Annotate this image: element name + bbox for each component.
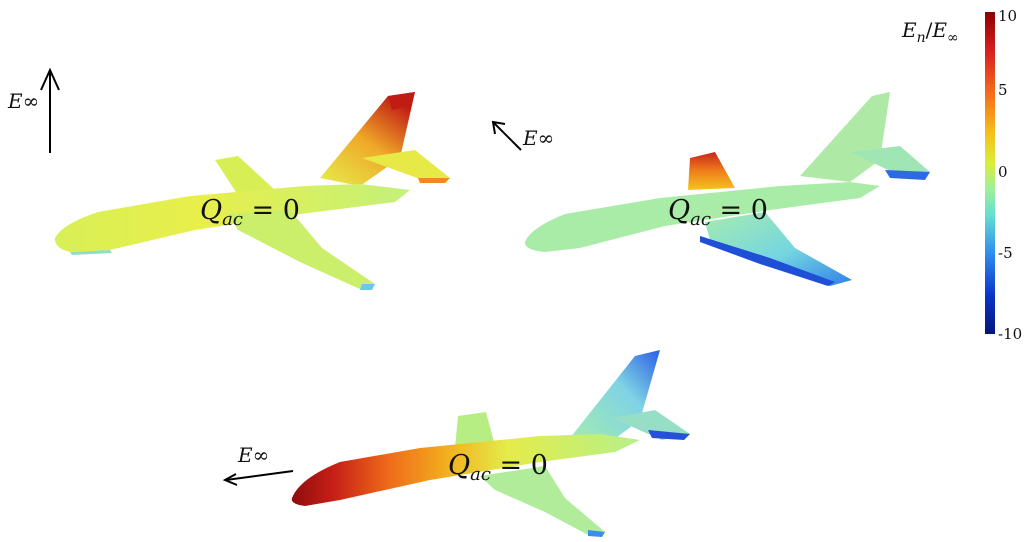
colorbar: En/E∞ 10 5 0 -5 -10 xyxy=(901,7,1022,343)
aircraft-bottom xyxy=(291,350,690,537)
charge-label-bottom: Qac = 0 xyxy=(448,450,548,485)
colorbar-tick: 5 xyxy=(998,81,1008,99)
colorbar-tick: -5 xyxy=(998,244,1013,262)
colorbar-title: En/E∞ xyxy=(901,18,959,46)
colorbar-tick: 0 xyxy=(998,163,1008,181)
field-label: E∞ xyxy=(237,443,269,467)
near-wing xyxy=(228,210,375,290)
field-arrow-bottom: E∞ xyxy=(222,443,294,486)
colorbar-tick: -10 xyxy=(998,325,1022,343)
near-wing xyxy=(480,466,605,536)
field-label: E∞ xyxy=(7,89,39,113)
field-label: E∞ xyxy=(522,126,554,150)
svg-text:Qac = 0: Qac = 0 xyxy=(200,195,300,230)
horizontal-stabilizer xyxy=(362,150,450,182)
colorbar-gradient xyxy=(985,12,995,334)
horizontal-stabilizer xyxy=(850,146,930,178)
colorbar-tick: 10 xyxy=(998,7,1017,25)
charge-label-top-right: Qac = 0 xyxy=(668,195,768,230)
svg-text:Qac = 0: Qac = 0 xyxy=(448,450,548,485)
vertical-tail xyxy=(800,92,890,182)
aircraft-top-right xyxy=(524,92,930,286)
fuselage xyxy=(291,434,640,506)
far-wing xyxy=(455,412,495,448)
field-arrow-top-right: E∞ xyxy=(491,120,554,151)
vertical-tail xyxy=(570,350,660,446)
near-wing xyxy=(705,212,852,286)
far-wing xyxy=(215,156,275,192)
field-arrow-top-left: E∞ xyxy=(7,67,60,153)
charge-label-top-left: Qac = 0 xyxy=(200,195,300,230)
fuselage xyxy=(524,182,880,252)
aircraft-top-left xyxy=(54,92,450,290)
far-wing xyxy=(688,152,735,190)
svg-text:Qac = 0: Qac = 0 xyxy=(668,195,768,230)
